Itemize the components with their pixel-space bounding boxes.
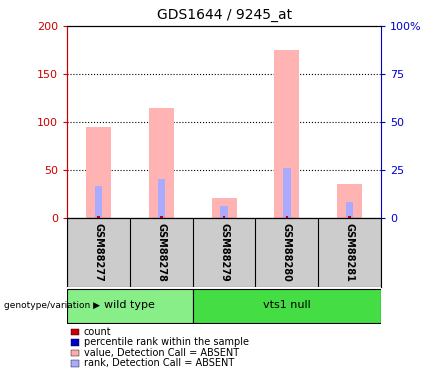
- Bar: [223, 216, 225, 217]
- Title: GDS1644 / 9245_at: GDS1644 / 9245_at: [156, 9, 292, 22]
- Text: count: count: [84, 327, 111, 337]
- Text: GSM88281: GSM88281: [345, 223, 355, 282]
- Bar: [346, 202, 353, 217]
- Text: rank, Detection Call = ABSENT: rank, Detection Call = ABSENT: [84, 358, 234, 368]
- Bar: [349, 216, 351, 217]
- Bar: [275, 50, 299, 217]
- Text: vts1 null: vts1 null: [263, 300, 311, 310]
- Text: GSM88278: GSM88278: [156, 223, 166, 282]
- Bar: [193, 289, 381, 322]
- Text: percentile rank within the sample: percentile rank within the sample: [84, 338, 249, 347]
- Text: genotype/variation ▶: genotype/variation ▶: [4, 301, 100, 310]
- Text: GSM88280: GSM88280: [282, 223, 292, 282]
- Bar: [337, 184, 362, 218]
- Text: wild type: wild type: [104, 300, 155, 310]
- Bar: [220, 206, 228, 218]
- Text: GSM88279: GSM88279: [219, 223, 229, 282]
- Bar: [67, 289, 193, 322]
- Bar: [86, 127, 111, 218]
- Bar: [283, 168, 291, 217]
- Bar: [286, 216, 288, 217]
- Text: value, Detection Call = ABSENT: value, Detection Call = ABSENT: [84, 348, 239, 358]
- Bar: [97, 216, 100, 217]
- Text: GSM88277: GSM88277: [94, 223, 103, 282]
- Bar: [160, 216, 162, 217]
- Bar: [149, 108, 174, 218]
- Bar: [211, 198, 236, 217]
- Bar: [158, 179, 165, 218]
- Bar: [95, 186, 102, 218]
